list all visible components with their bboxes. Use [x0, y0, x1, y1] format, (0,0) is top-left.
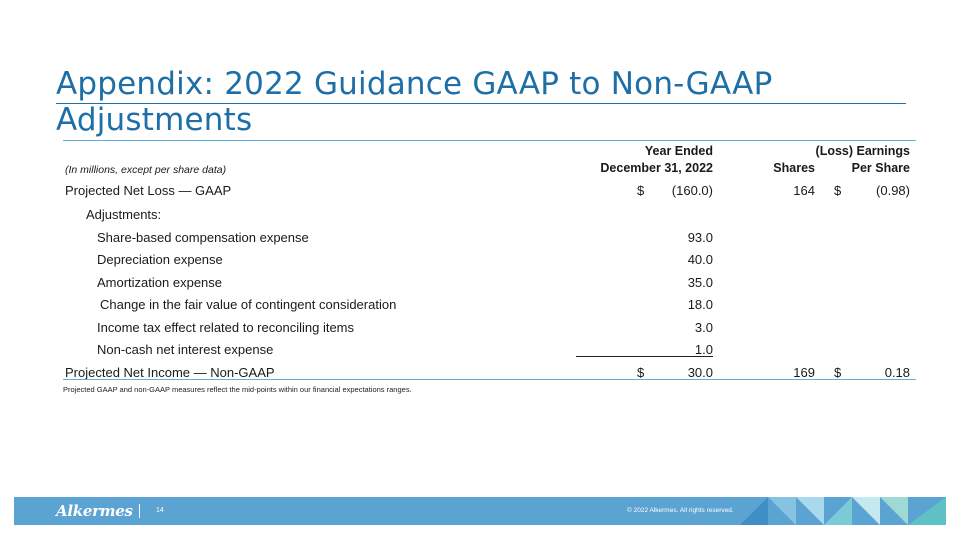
row-label: Amortization expense: [97, 275, 223, 290]
col-year-header-line1: Year Ended: [644, 144, 713, 158]
row-label: Non-cash net interest expense: [97, 342, 274, 357]
row-label: Share-based compensation expense: [97, 230, 309, 245]
table-top-rule: [63, 140, 916, 141]
table-row: Adjustments:: [63, 207, 916, 229]
row-dollar-sign: $: [637, 183, 645, 198]
units-note: (In millions, except per share data): [65, 164, 227, 176]
table-row: Income tax effect related to reconciling…: [63, 320, 916, 342]
col-shares-header: Shares: [773, 161, 815, 175]
row-label: Projected Net Income — Non-GAAP: [65, 365, 275, 380]
row-dollar-sign: $: [637, 365, 645, 380]
col-eps-header-line2: Per Share: [851, 161, 910, 175]
table-header-row-1: Year Ended (Loss) Earnings: [63, 144, 916, 166]
table-header-row-2: (In millions, except per share data) Dec…: [63, 161, 916, 183]
row-amount: 1.0: [694, 342, 713, 357]
page-title: Appendix: 2022 Guidance GAAP to Non-GAAP…: [56, 66, 773, 138]
row-label: Adjustments:: [86, 207, 162, 222]
row-eps: (0.98): [876, 183, 910, 198]
table-row: Amortization expense 35.0: [63, 275, 916, 297]
row-label: Projected Net Loss — GAAP: [65, 183, 232, 198]
title-underline: [56, 103, 906, 104]
footer-separator: [139, 504, 140, 518]
subtotal-underline: [576, 356, 713, 357]
row-label: Change in the fair value of contingent c…: [100, 297, 397, 312]
table-row: Projected Net Income — Non-GAAP $ 30.0 1…: [63, 365, 916, 387]
page-number: 14: [156, 507, 164, 514]
table-row: Depreciation expense 40.0: [63, 252, 916, 274]
row-eps: 0.18: [884, 365, 910, 380]
table-row: Projected Net Loss — GAAP $ (160.0) 164 …: [63, 183, 916, 205]
row-label: Depreciation expense: [97, 252, 223, 267]
table-row: Non-cash net interest expense 1.0: [63, 342, 916, 364]
alkermes-logo: Alkermes: [56, 502, 133, 520]
col-year-header-line2: December 31, 2022: [600, 161, 713, 175]
row-eps-dollar-sign: $: [834, 365, 842, 380]
row-amount: 35.0: [687, 275, 713, 290]
row-eps-dollar-sign: $: [834, 183, 842, 198]
table-row: Change in the fair value of contingent c…: [63, 297, 916, 319]
row-amount: 40.0: [687, 252, 713, 267]
table-bottom-rule: [63, 379, 916, 380]
row-amount: 3.0: [694, 320, 713, 335]
copyright-notice: © 2022 Alkermes. All rights reserved.: [627, 507, 734, 514]
col-eps-header-line1: (Loss) Earnings: [815, 144, 910, 158]
row-shares: 164: [793, 183, 815, 198]
row-amount: 18.0: [687, 297, 713, 312]
footnote: Projected GAAP and non-GAAP measures ref…: [63, 385, 412, 394]
row-shares: 169: [793, 365, 815, 380]
table-row: Share-based compensation expense 93.0: [63, 230, 916, 252]
row-amount: (160.0): [671, 183, 713, 198]
row-label: Income tax effect related to reconciling…: [97, 320, 354, 335]
row-amount: 93.0: [687, 230, 713, 245]
footer-decoration: [740, 497, 946, 525]
row-amount: 30.0: [687, 365, 713, 380]
